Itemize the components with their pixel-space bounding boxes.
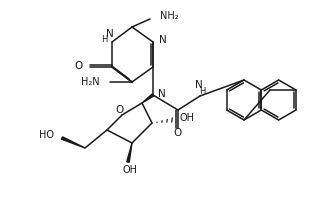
Text: O: O <box>75 61 83 71</box>
Polygon shape <box>127 143 132 162</box>
Text: O: O <box>115 105 123 115</box>
Text: N: N <box>195 80 203 90</box>
Text: OH: OH <box>180 113 195 123</box>
Text: O: O <box>174 128 182 138</box>
Text: OH: OH <box>122 165 137 175</box>
Text: H: H <box>199 87 205 96</box>
Text: H₂N: H₂N <box>81 77 100 87</box>
Text: N: N <box>158 89 166 99</box>
Text: H: H <box>101 35 107 45</box>
Text: N: N <box>159 35 167 45</box>
Polygon shape <box>61 137 85 148</box>
Text: HO: HO <box>39 130 54 140</box>
Polygon shape <box>142 94 154 103</box>
Text: N: N <box>106 29 114 39</box>
Text: NH₂: NH₂ <box>160 11 179 21</box>
